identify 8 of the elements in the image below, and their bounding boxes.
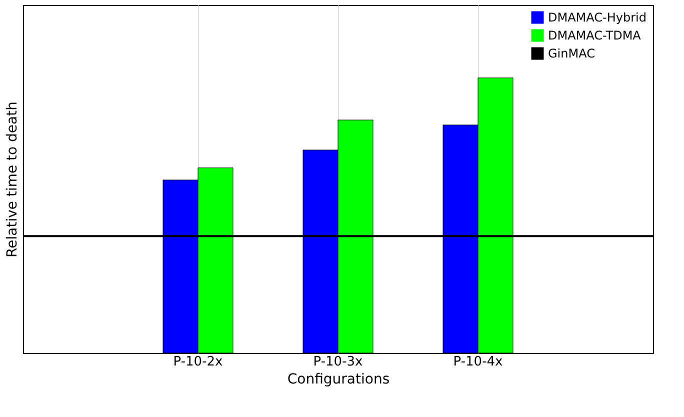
- x-axis-title: Configurations: [287, 372, 390, 388]
- y-axis-title: Relative time to death: [4, 102, 20, 258]
- legend-label: GinMAC: [548, 46, 595, 60]
- x-tick-label: P-10-3x: [313, 354, 364, 370]
- legend-label: DMAMAC-TDMA: [548, 28, 642, 42]
- legend-label: DMAMAC-Hybrid: [548, 10, 646, 24]
- x-tick-label: P-10-2x: [173, 354, 224, 370]
- x-tick-label: P-10-4x: [453, 354, 504, 370]
